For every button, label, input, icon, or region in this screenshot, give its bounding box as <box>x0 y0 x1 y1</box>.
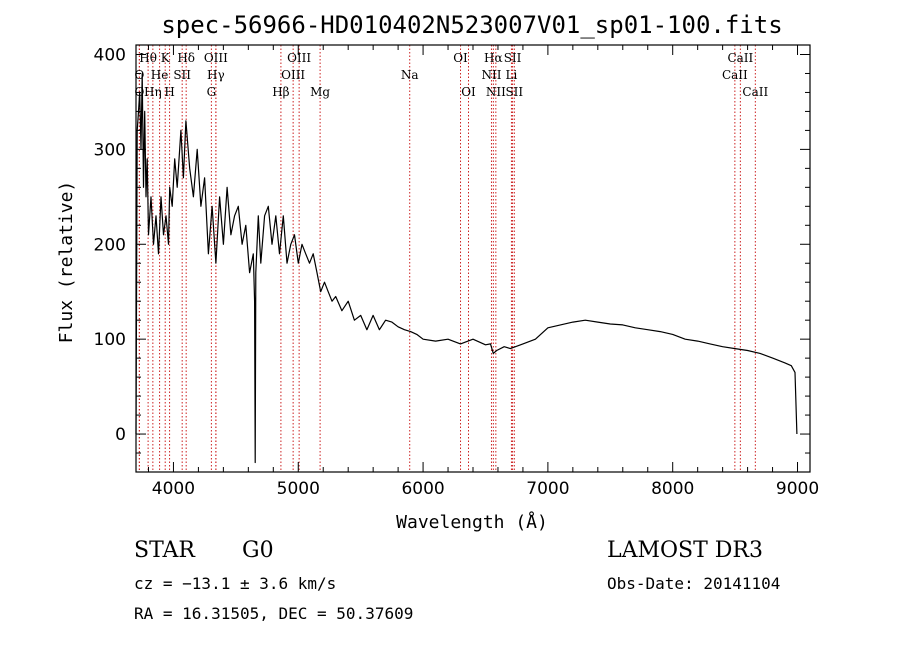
y-tick-label: 300 <box>94 140 126 160</box>
spectral-line-label: O <box>134 68 144 82</box>
spectral-line-label: K <box>161 51 171 65</box>
spectral-line-label: SII <box>505 85 523 99</box>
spectral-line-label: Hθ <box>139 51 157 65</box>
x-tick-label: 6000 <box>401 479 444 499</box>
spectral-line-label: Hδ <box>177 51 195 65</box>
spectral-line-label: Hγ <box>207 68 225 82</box>
coordinates: RA = 16.31505, DEC = 50.37609 <box>134 604 414 623</box>
y-tick-label: 100 <box>94 330 126 350</box>
x-tick-label: 5000 <box>277 479 320 499</box>
spectral-line-label: OIII <box>204 51 228 65</box>
x-axis-label: Wavelength (Å) <box>396 511 548 533</box>
spectral-line-label: NII <box>481 68 501 82</box>
spectral-line-label: CaII <box>727 51 753 65</box>
spectrum-series-line <box>135 72 798 464</box>
spectral-line-label: OI <box>461 85 476 99</box>
x-tick-label: 7000 <box>526 479 569 499</box>
object-subclass: G0 <box>242 538 274 563</box>
spectral-line-label: Mg <box>310 85 330 99</box>
spectral-line-label: CaII <box>722 68 748 82</box>
spectral-line-label: SII <box>173 68 191 82</box>
y-axis-label: Flux (relative) <box>56 181 77 344</box>
x-tick-label: 8000 <box>651 479 694 499</box>
x-tick-label: 4000 <box>152 479 195 499</box>
spectral-line-label: Hβ <box>272 85 289 99</box>
spectral-line-label: G <box>207 85 217 99</box>
spectral-line-label: He <box>151 68 169 82</box>
y-tick-label: 400 <box>94 45 126 65</box>
spectral-line-label: OIII <box>281 68 305 82</box>
spectral-line-label: SII <box>504 51 522 65</box>
redshift-velocity: cz = −13.1 ± 3.6 km/s <box>134 574 337 593</box>
x-tick-label: 9000 <box>776 479 819 499</box>
spectral-line-label: Hα <box>484 51 503 65</box>
y-tick-label: 200 <box>94 235 126 255</box>
spectral-line-label: CaII <box>742 85 768 99</box>
spectral-line-label: NII <box>486 85 506 99</box>
observation-date: Obs-Date: 20141104 <box>607 574 781 593</box>
survey-name: LAMOST DR3 <box>607 538 763 563</box>
spectral-line-label: OI <box>453 51 468 65</box>
spectral-line-label: OIII <box>287 51 311 65</box>
plot-frame <box>135 44 811 473</box>
y-tick-label: 0 <box>115 425 126 445</box>
chart-title: spec-56966-HD010402N523007V01_sp01-100.f… <box>161 11 782 39</box>
object-class: STAR <box>134 538 195 563</box>
spectral-line-label: H <box>164 85 174 99</box>
spectral-line-label: Li <box>506 68 518 82</box>
spectral-line-label: Hη <box>144 85 162 99</box>
spectral-line-label: Na <box>401 68 419 82</box>
